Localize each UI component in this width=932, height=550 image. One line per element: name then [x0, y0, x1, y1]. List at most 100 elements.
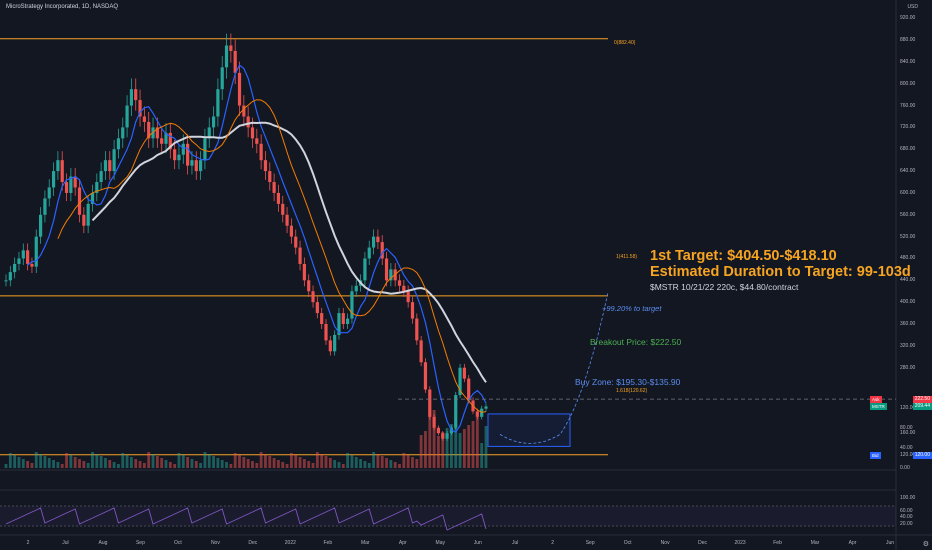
- target-annotation: 1st Target: $404.50-$418.10: [650, 248, 837, 264]
- candle-body-65: [285, 214, 289, 226]
- candle-body-96: [419, 340, 423, 363]
- volume-bar-32: [142, 463, 146, 468]
- price-box-ask: 222.50: [912, 395, 932, 403]
- candle-body-48: [211, 116, 216, 128]
- option-annotation: $MSTR 10/21/22 220c, $44.80/contract: [650, 282, 799, 292]
- volume-bar-4: [21, 459, 25, 468]
- price-box-bid: 120.00: [912, 451, 932, 459]
- candle-body-11: [51, 171, 56, 188]
- volume-bar-20: [91, 452, 94, 468]
- time-tick-label: 2022: [284, 540, 296, 546]
- volume-bar-60: [264, 454, 267, 468]
- volume-bar-62: [272, 458, 276, 468]
- volume-tick-label: 120.00: [900, 405, 916, 411]
- candle-body-54: [237, 72, 242, 106]
- candle-body-1: [8, 272, 12, 281]
- fib-label-one: 1(411.58): [616, 254, 638, 260]
- candle-body-68: [298, 247, 302, 264]
- volume-bar-98: [428, 414, 432, 468]
- volume-bar-14: [65, 453, 68, 468]
- volume-bar-19: [86, 463, 90, 468]
- candle-body-77: [337, 313, 341, 335]
- candle-body-40: [177, 154, 181, 161]
- volume-tick-label: 80.00: [900, 425, 913, 431]
- time-tick-label: Jul: [512, 540, 519, 546]
- volume-bar-85: [372, 452, 375, 468]
- volume-bar-28: [125, 455, 129, 468]
- price-tick-label: 880.00: [900, 37, 916, 44]
- volume-bar-67: [294, 455, 298, 468]
- candle-body-20: [90, 192, 95, 204]
- time-tick-label: Nov: [660, 540, 670, 546]
- time-tick-label: Apr: [398, 540, 407, 546]
- candle-body-105: [458, 367, 462, 396]
- volume-bar-7: [34, 452, 38, 468]
- candle-body-84: [367, 247, 371, 259]
- volume-bar-94: [411, 457, 414, 468]
- volume-bar-25: [112, 462, 116, 468]
- candle-body-62: [272, 182, 276, 193]
- price-tick-label: 120.00: [900, 452, 916, 459]
- volume-bar-54: [238, 455, 241, 468]
- candle-body-76: [333, 334, 337, 352]
- time-tick-label: May: [435, 540, 445, 546]
- price-tick-label: 720.00: [900, 124, 916, 131]
- volume-bar-101: [441, 432, 445, 468]
- candle-body-111: [484, 406, 488, 409]
- volume-bar-96: [419, 435, 423, 468]
- candle-body-28: [125, 105, 129, 128]
- time-tick-label: Feb: [323, 540, 333, 546]
- volume-bar-46: [203, 452, 207, 468]
- candle-body-37: [164, 132, 168, 144]
- volume-bar-33: [147, 452, 151, 468]
- volume-bar-104: [454, 420, 458, 468]
- volume-bar-57: [251, 461, 254, 468]
- candle-body-58: [255, 138, 259, 144]
- volume-bar-55: [242, 457, 246, 468]
- candle-body-2: [13, 263, 17, 273]
- candle-body-41: [181, 143, 185, 155]
- volume-bar-49: [216, 458, 220, 468]
- volume-bar-91: [398, 464, 401, 468]
- candle-body-14: [64, 182, 69, 193]
- candle-body-44: [194, 160, 198, 172]
- candle-body-97: [423, 362, 428, 390]
- volume-bar-6: [30, 463, 34, 468]
- volume-bar-29: [130, 457, 133, 468]
- candle-body-22: [99, 171, 103, 183]
- volume-bar-56: [246, 459, 250, 468]
- candle-body-92: [402, 285, 406, 292]
- price-box-mstr: 209.44: [912, 402, 932, 410]
- duration-annotation: Estimated Duration to Target: 99-103d: [650, 264, 911, 280]
- volume-bar-35: [155, 456, 159, 468]
- price-tick-label: 160.00: [900, 430, 916, 437]
- volume-bar-100: [437, 436, 440, 468]
- candle-body-23: [103, 160, 108, 172]
- candle-body-8: [38, 214, 43, 237]
- price-tick-label: 560.00: [900, 211, 916, 218]
- volume-bar-111: [484, 426, 488, 468]
- candle-body-106: [462, 367, 466, 379]
- volume-bar-38: [168, 462, 172, 468]
- candle-body-85: [371, 236, 376, 248]
- volume-bar-41: [181, 455, 185, 468]
- time-tick-label: Dec: [698, 540, 708, 546]
- volume-bar-75: [328, 458, 332, 468]
- volume-bar-53: [233, 453, 237, 468]
- rsi-tick-label: 100.00: [900, 495, 916, 501]
- candle-body-5: [26, 250, 30, 264]
- candle-body-81: [354, 285, 358, 292]
- candle-body-71: [311, 291, 315, 303]
- volume-tick-label: 0.00: [900, 465, 910, 471]
- volume-bar-69: [302, 459, 306, 468]
- candle-body-98: [428, 389, 432, 417]
- candle-body-93: [406, 291, 410, 303]
- volume-bar-31: [138, 461, 142, 468]
- volume-bar-22: [99, 456, 103, 468]
- settings-gear-icon[interactable]: ⚙: [922, 541, 929, 548]
- candle-body-27: [121, 127, 125, 139]
- candle-body-21: [95, 182, 99, 193]
- volume-bar-103: [450, 424, 453, 468]
- volume-bar-92: [402, 453, 406, 468]
- time-tick-label: Jun: [885, 540, 895, 546]
